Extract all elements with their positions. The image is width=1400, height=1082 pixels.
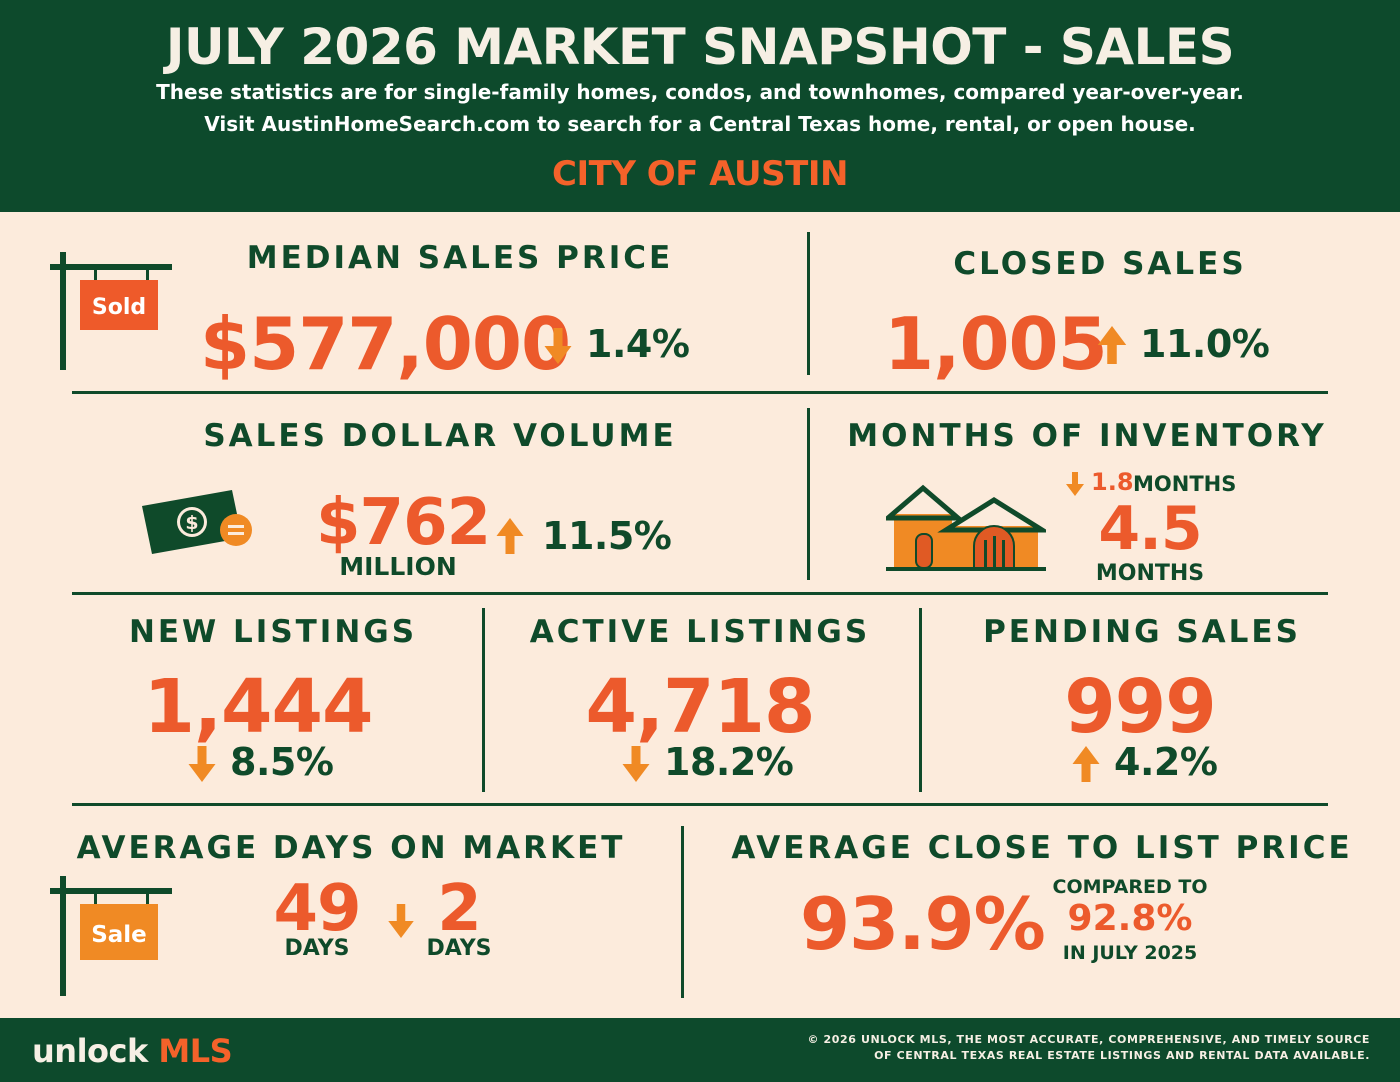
copyright-line-1: © 2026 UNLOCK MLS, THE MOST ACCURATE, CO… xyxy=(807,1033,1370,1046)
brand-part-1: unlock xyxy=(32,1032,148,1070)
sold-sign-text: Sold xyxy=(92,295,146,320)
inventory-change: 1.8 xyxy=(1091,468,1134,496)
copyright-text: © 2026 UNLOCK MLS, THE MOST ACCURATE, CO… xyxy=(750,1032,1370,1064)
closed-sales-value: 1,005 xyxy=(884,302,1108,386)
median-price-heading: MEDIAN SALES PRICE xyxy=(246,240,674,276)
divider-horizontal-2 xyxy=(72,592,1328,595)
compared-value: 92.8% xyxy=(1067,898,1193,939)
new-listings-heading: NEW LISTINGS xyxy=(128,614,418,650)
arrow-down-icon xyxy=(1066,472,1084,496)
active-listings-change: 18.2% xyxy=(664,740,794,784)
subtitle-line-1: These statistics are for single-family h… xyxy=(156,80,1244,104)
page-title: JULY 2026 MARKET SNAPSHOT - SALES xyxy=(165,18,1235,76)
divider-vertical-2 xyxy=(807,408,810,580)
header-banner: JULY 2026 MARKET SNAPSHOT - SALES These … xyxy=(0,0,1400,212)
inventory-change-unit: MONTHS xyxy=(1133,472,1237,496)
dollar-volume-heading: SALES DOLLAR VOLUME xyxy=(203,418,677,454)
inventory-unit: MONTHS xyxy=(1095,561,1205,586)
svg-text:$: $ xyxy=(185,512,198,534)
divider-vertical-3 xyxy=(482,608,485,792)
close-to-list-heading: AVERAGE CLOSE TO LIST PRICE xyxy=(731,830,1353,866)
arrow-up-icon xyxy=(1097,326,1127,364)
arrow-down-icon xyxy=(188,746,216,782)
pending-sales-heading: PENDING SALES xyxy=(983,614,1301,650)
inventory-value: 4.5 xyxy=(1098,494,1202,564)
arrow-down-icon xyxy=(388,904,414,938)
inventory-heading: MONTHS OF INVENTORY xyxy=(847,418,1327,454)
sale-sign-icon: Sale xyxy=(50,876,172,996)
days-on-market-heading: AVERAGE DAYS ON MARKET xyxy=(76,830,626,866)
median-price-change: 1.4% xyxy=(586,322,690,366)
brand-logo: unlock MLS xyxy=(32,1032,233,1070)
days-on-market-value: 49 xyxy=(273,872,361,946)
copyright-line-2: OF CENTRAL TEXAS REAL ESTATE LISTINGS AN… xyxy=(874,1049,1370,1062)
divider-vertical-4 xyxy=(919,608,922,792)
arrow-up-icon xyxy=(496,518,524,554)
closed-sales-change: 11.0% xyxy=(1140,322,1270,366)
arrow-up-icon xyxy=(1072,746,1100,782)
arrow-down-icon xyxy=(544,328,572,364)
median-price-value: $577,000 xyxy=(200,302,571,386)
dollar-volume-change: 11.5% xyxy=(542,514,672,558)
divider-vertical-5 xyxy=(681,826,684,998)
arrow-down-icon xyxy=(622,746,650,782)
days-on-market-change: 2 xyxy=(437,872,482,946)
subtitle-line-2: Visit AustinHomeSearch.com to search for… xyxy=(204,112,1196,136)
brand-part-2: MLS xyxy=(158,1032,233,1070)
pending-sales-change: 4.2% xyxy=(1114,740,1218,784)
divider-horizontal-1 xyxy=(72,391,1328,394)
region-title: CITY OF AUSTIN xyxy=(552,154,848,194)
close-to-list-value: 93.9% xyxy=(800,882,1046,966)
compared-label: COMPARED TO xyxy=(1052,876,1208,898)
active-listings-value: 4,718 xyxy=(585,664,815,750)
pending-sales-value: 999 xyxy=(1064,664,1216,750)
money-icon: $ xyxy=(142,490,252,554)
closed-sales-heading: CLOSED SALES xyxy=(953,246,1247,282)
dollar-volume-value: $762 xyxy=(316,486,491,560)
sale-sign-text: Sale xyxy=(91,922,147,948)
days-on-market-unit: DAYS xyxy=(284,936,350,961)
sold-sign-icon: Sold xyxy=(50,252,172,370)
dollar-volume-unit: MILLION xyxy=(339,552,457,581)
divider-vertical-1 xyxy=(807,232,810,375)
new-listings-change: 8.5% xyxy=(230,740,334,784)
house-icon xyxy=(886,484,1046,571)
new-listings-value: 1,444 xyxy=(143,664,373,750)
compared-period: IN JULY 2025 xyxy=(1062,942,1198,964)
footer-bar: unlock MLS © 2026 UNLOCK MLS, THE MOST A… xyxy=(0,1018,1400,1082)
active-listings-heading: ACTIVE LISTINGS xyxy=(529,614,871,650)
days-on-market-change-unit: DAYS xyxy=(426,936,492,961)
divider-horizontal-3 xyxy=(72,803,1328,806)
